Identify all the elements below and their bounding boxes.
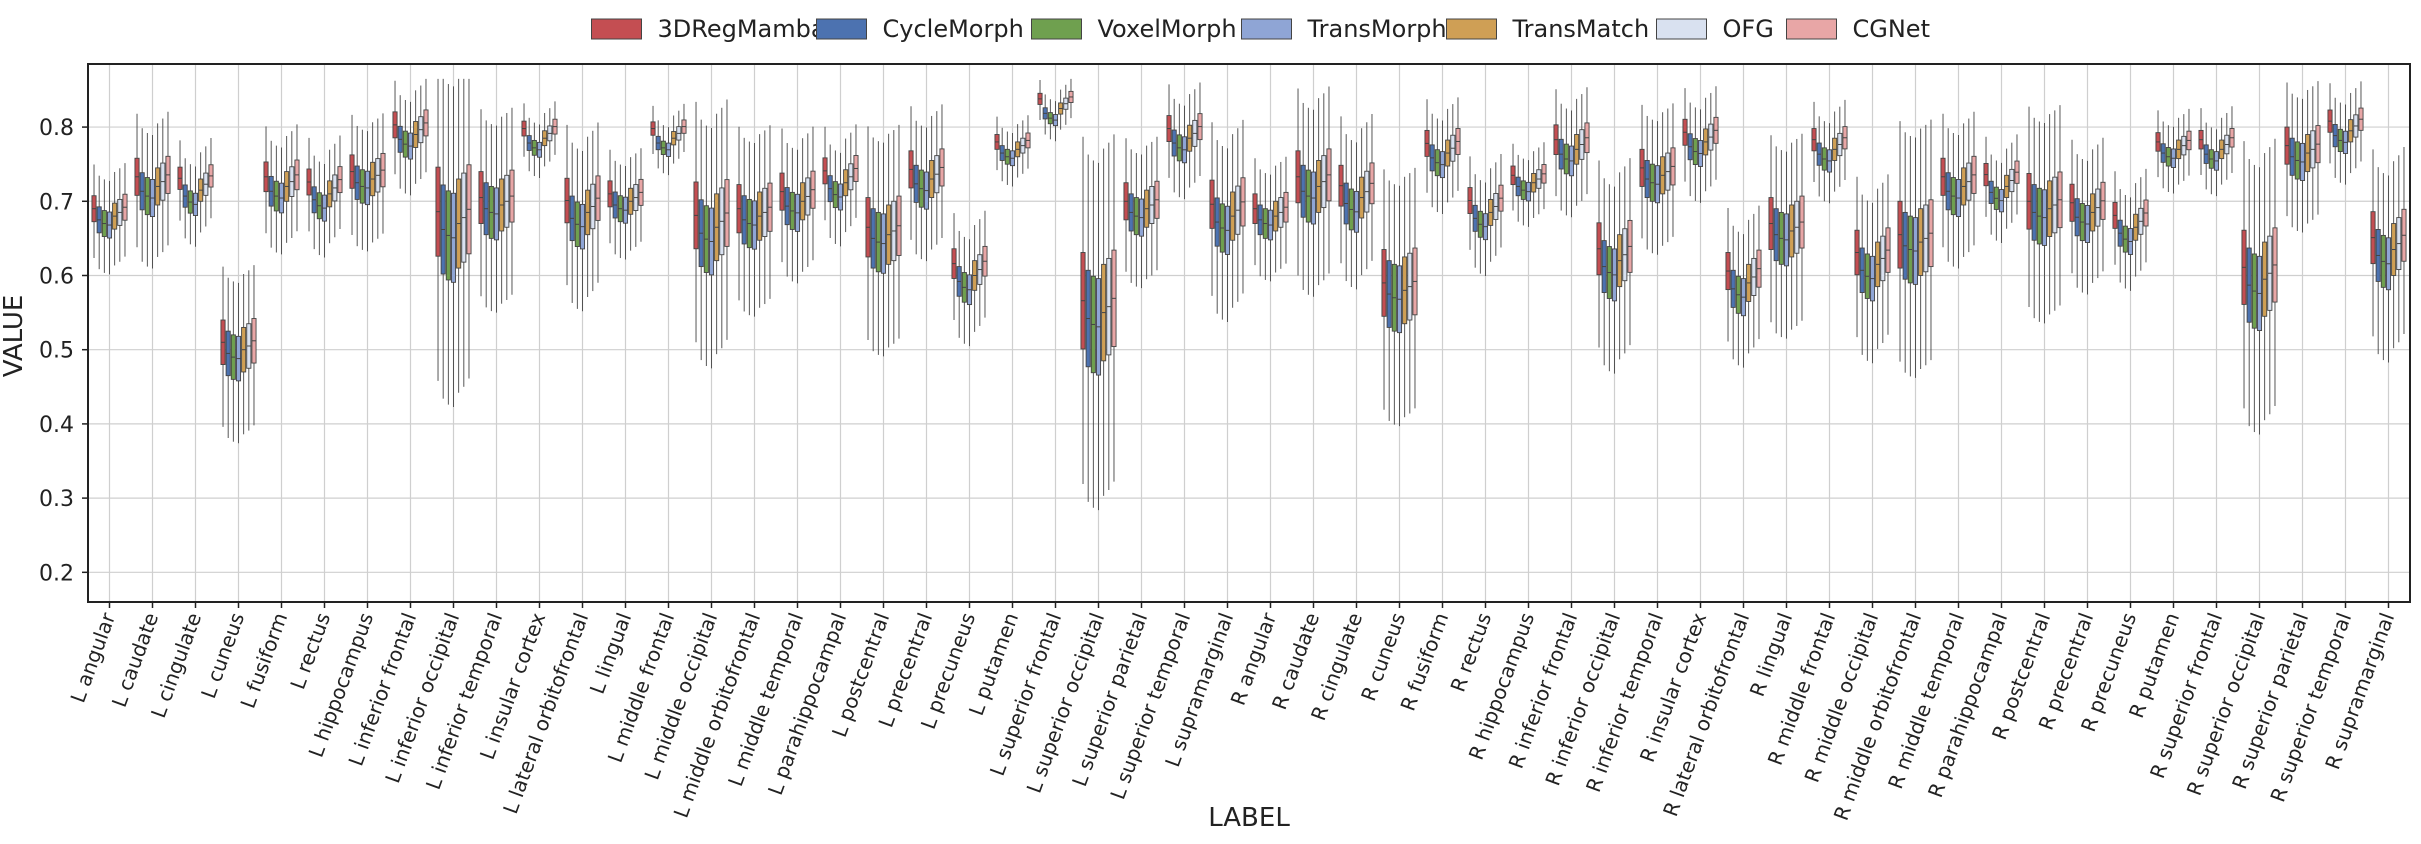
y-tick-label: 0.2 xyxy=(39,561,74,586)
x-tick-label: L lingual xyxy=(585,610,636,698)
y-axis-title: VALUE xyxy=(0,295,29,378)
plot-frame xyxy=(87,63,2411,603)
y-tick-label: 0.3 xyxy=(39,487,74,512)
legend-swatch-voxelmorph xyxy=(1031,18,1082,40)
x-axis-title: LABEL xyxy=(1208,803,1290,833)
legend-label-voxelmorph: VoxelMorph xyxy=(1098,15,1237,43)
legend-swatch-3dregmamba xyxy=(591,18,642,40)
y-tick-label: 0.8 xyxy=(39,116,74,141)
legend-label-3dregmamba: 3DRegMamba xyxy=(658,15,826,43)
box-layer xyxy=(91,78,2407,511)
legend-label-cyclemorph: CycleMorph xyxy=(883,15,1024,43)
y-tick-label: 0.4 xyxy=(39,413,74,438)
y-tick-label: 0.6 xyxy=(39,264,74,289)
x-tick-label: L rectus xyxy=(285,610,335,693)
y-tick-label: 0.7 xyxy=(39,190,74,215)
legend-label-ofg: OFG xyxy=(1723,15,1774,43)
legend-swatch-cgnet xyxy=(1786,18,1837,40)
legend-swatch-ofg xyxy=(1656,18,1707,40)
y-tick-layer: 0.2 0.3 0.4 0.5 0.6 0.7 0.8 xyxy=(39,116,88,586)
legend-swatch-transmatch xyxy=(1446,18,1497,40)
legend-label-cgnet: CGNet xyxy=(1853,15,1930,43)
grid-layer xyxy=(88,64,2410,602)
legend-label-transmorph: TransMorph xyxy=(1307,15,1447,43)
legend: 3DRegMamba CycleMorph VoxelMorph TransMorph… xyxy=(591,15,1930,43)
legend-swatch-cyclemorph xyxy=(816,18,867,40)
x-tick-label: R rectus xyxy=(1446,610,1497,696)
legend-swatch-transmorph xyxy=(1241,18,1292,40)
legend-label-transmatch: TransMatch xyxy=(1512,15,1650,43)
y-tick-label: 0.5 xyxy=(39,339,74,364)
